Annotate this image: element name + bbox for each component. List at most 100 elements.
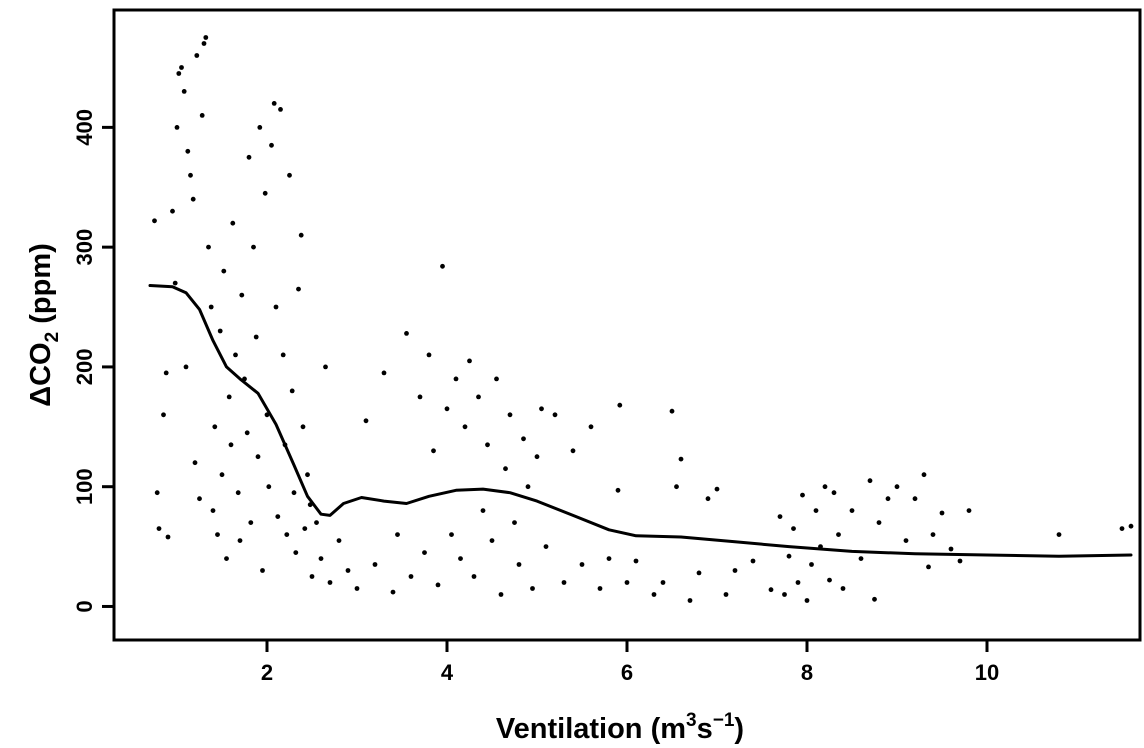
data-point — [203, 35, 209, 40]
data-point — [791, 526, 796, 531]
data-point — [804, 598, 810, 603]
data-point — [948, 546, 954, 552]
data-point — [233, 352, 238, 358]
data-point — [280, 352, 286, 358]
data-point — [543, 544, 549, 549]
data-point — [674, 484, 679, 490]
data-point — [372, 562, 378, 567]
data-point — [926, 564, 931, 570]
data-point — [867, 478, 873, 484]
data-point — [183, 364, 189, 370]
data-point — [903, 538, 909, 543]
data-point — [345, 568, 351, 573]
x-axis-label-mid: s — [697, 713, 713, 745]
y-tick-label: 300 — [72, 229, 97, 266]
data-point — [669, 408, 675, 414]
data-point — [678, 456, 684, 462]
data-point — [687, 598, 693, 603]
data-point — [219, 472, 225, 478]
data-point — [239, 292, 245, 298]
data-point — [248, 520, 254, 525]
data-point — [768, 587, 774, 593]
data-point — [244, 430, 250, 436]
x-tick-label: 2 — [261, 660, 273, 685]
y-tick-label: 100 — [72, 468, 97, 505]
data-point — [208, 304, 214, 310]
data-point — [939, 510, 945, 516]
data-point — [287, 172, 292, 178]
data-point — [512, 520, 517, 525]
data-point — [190, 196, 196, 202]
data-point — [215, 532, 220, 537]
data-point — [228, 442, 234, 448]
data-point — [201, 41, 207, 46]
data-point — [289, 388, 295, 394]
data-point — [849, 508, 855, 513]
data-point — [480, 508, 486, 513]
data-point — [714, 486, 720, 492]
data-point — [750, 558, 756, 564]
data-point — [271, 101, 277, 106]
data-point — [453, 376, 459, 382]
data-point — [251, 244, 256, 250]
data-point — [156, 526, 162, 531]
data-point — [530, 586, 535, 591]
data-point — [588, 424, 594, 430]
data-point — [440, 263, 445, 269]
data-point — [1056, 532, 1062, 537]
data-point — [170, 208, 175, 214]
data-point — [813, 508, 819, 513]
data-point — [705, 496, 711, 502]
data-point — [782, 592, 787, 597]
data-point — [298, 232, 304, 238]
data-point — [435, 582, 441, 588]
data-points — [152, 35, 1134, 603]
data-point — [417, 394, 423, 400]
data-point — [309, 574, 315, 579]
x-axis-label-base: Ventilation (m — [496, 713, 686, 745]
data-point — [525, 484, 531, 490]
data-point — [836, 532, 841, 537]
data-point — [930, 532, 936, 537]
data-point — [957, 558, 963, 564]
data-point — [194, 53, 200, 58]
data-point — [217, 328, 223, 334]
trend-line — [148, 284, 1133, 558]
data-point — [154, 490, 160, 496]
data-point — [966, 508, 972, 513]
data-point — [516, 562, 522, 567]
data-point — [172, 280, 178, 286]
data-point — [296, 286, 301, 292]
data-point — [1128, 523, 1134, 529]
data-point — [872, 596, 877, 602]
data-point — [253, 334, 259, 340]
data-point — [503, 466, 508, 472]
data-point — [624, 580, 630, 585]
data-point — [235, 490, 241, 496]
data-point — [323, 364, 328, 370]
data-point — [521, 436, 526, 442]
data-point — [318, 556, 324, 561]
data-point — [422, 550, 427, 555]
data-point — [192, 460, 198, 466]
data-point — [199, 113, 205, 118]
data-point — [165, 534, 171, 540]
data-point — [840, 586, 846, 591]
data-point — [269, 142, 274, 148]
data-point — [257, 125, 263, 130]
x-tick-label: 4 — [441, 660, 454, 685]
data-point — [224, 556, 229, 561]
data-point — [633, 558, 639, 564]
data-point — [467, 358, 472, 364]
data-point — [305, 472, 310, 478]
data-point — [471, 574, 477, 579]
y-axis: 0 100 200 300 400 — [72, 109, 114, 613]
data-point — [885, 496, 891, 502]
data-point — [181, 89, 187, 94]
data-point — [696, 570, 702, 576]
data-point — [921, 472, 927, 478]
data-point — [226, 394, 232, 400]
data-point — [449, 532, 454, 537]
data-point — [206, 244, 211, 250]
data-point — [185, 148, 191, 154]
